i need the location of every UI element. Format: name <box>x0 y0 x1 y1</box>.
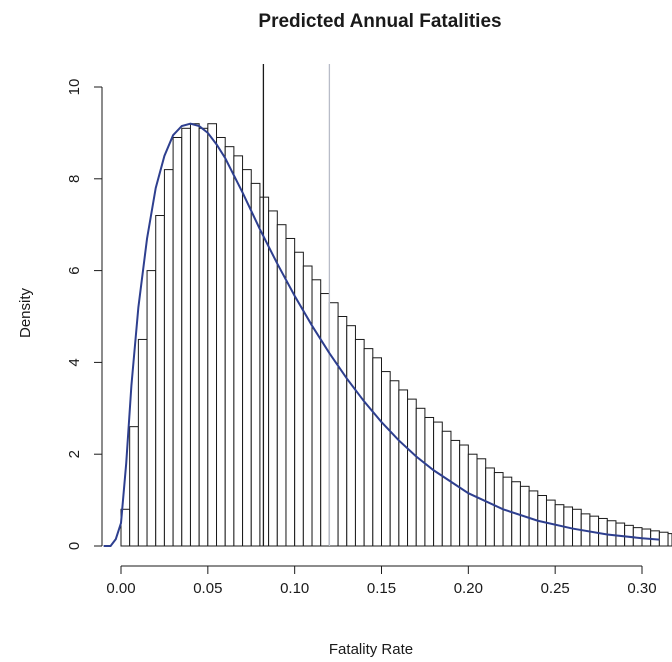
histogram-bar <box>415 407 426 547</box>
histogram-bar <box>172 136 183 547</box>
histogram-bar <box>398 389 409 547</box>
chart-title: Predicted Annual Fatalities <box>258 11 501 32</box>
histogram-bar <box>450 439 461 547</box>
histogram-bar <box>667 533 672 547</box>
x-tick-label: 0.10 <box>280 580 309 597</box>
y-tick-label: 2 <box>66 450 83 458</box>
histogram-bar <box>485 467 495 547</box>
histogram-bar <box>459 444 469 547</box>
y-tick-label: 6 <box>66 266 83 274</box>
histogram-bar <box>346 325 356 547</box>
histogram-bar <box>137 338 148 547</box>
histogram-bar <box>181 127 191 547</box>
histogram-bar <box>129 426 139 547</box>
histogram-bar <box>328 302 339 547</box>
histogram-bar <box>155 215 165 547</box>
histogram-bar <box>363 348 374 547</box>
histogram-bar <box>224 146 235 547</box>
histogram-bar <box>259 196 270 547</box>
y-tick-label: 0 <box>66 542 83 550</box>
histogram-bar <box>372 357 383 547</box>
histogram-bar <box>242 169 252 547</box>
histogram-bar <box>198 127 209 547</box>
reference-lines <box>262 64 331 546</box>
histogram-bars <box>120 123 672 547</box>
x-axis-label: Fatality Rate <box>329 641 413 658</box>
histogram-bar <box>337 316 348 547</box>
x-tick-label: 0.15 <box>367 580 396 597</box>
histogram-bar <box>285 237 296 547</box>
histogram-bar <box>233 155 244 547</box>
x-tick-label: 0.25 <box>541 580 570 597</box>
histogram-bar <box>216 136 226 547</box>
histogram-bar <box>441 430 452 547</box>
x-tick-label: 0.00 <box>106 580 135 597</box>
histogram-bar <box>311 279 322 547</box>
histogram-bar <box>407 398 417 547</box>
histogram-bar <box>207 123 218 547</box>
histogram-bar <box>250 182 261 547</box>
histogram-bar <box>467 453 478 547</box>
y-tick-label: 4 <box>66 358 83 366</box>
histogram-bar <box>606 520 617 547</box>
histogram-bar <box>354 338 365 547</box>
histogram-bar <box>389 380 400 547</box>
histogram-bar <box>146 270 157 547</box>
density-curve <box>103 122 660 547</box>
histogram-bar <box>381 371 391 547</box>
x-tick-label: 0.05 <box>193 580 222 597</box>
histogram-bar <box>572 508 582 547</box>
x-axis: 0.00 0.05 0.10 0.15 0.20 0.25 0.30 <box>106 565 657 597</box>
histogram-bar <box>476 458 487 547</box>
histogram-bar <box>598 517 608 547</box>
y-tick-label: 10 <box>66 79 83 96</box>
histogram-bar <box>433 421 443 547</box>
histogram-bar <box>658 531 669 547</box>
histogram-bar <box>424 416 435 547</box>
histogram-bar <box>302 265 313 547</box>
y-axis: 0 2 4 6 8 10 <box>66 79 103 550</box>
histogram-bar <box>320 293 330 547</box>
histogram-bar <box>615 522 626 547</box>
x-tick-label: 0.20 <box>454 580 483 597</box>
histogram-bar <box>163 169 174 547</box>
y-tick-label: 8 <box>66 175 83 183</box>
histogram-bar <box>189 123 200 547</box>
x-tick-label: 0.30 <box>627 580 656 597</box>
y-axis-label: Density <box>17 287 34 338</box>
